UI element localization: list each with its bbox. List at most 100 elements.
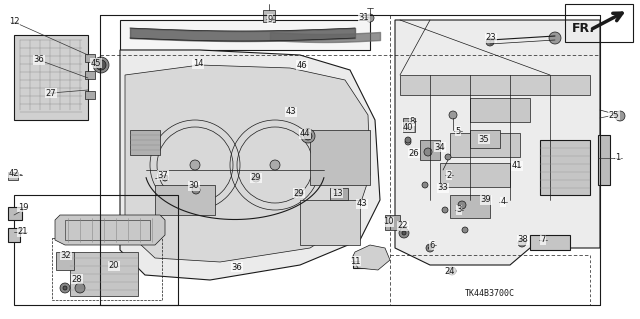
Text: 6: 6	[429, 241, 435, 249]
Text: 34: 34	[435, 143, 445, 152]
Text: 36: 36	[232, 263, 243, 271]
Text: 25: 25	[609, 110, 620, 120]
Circle shape	[96, 60, 106, 70]
Circle shape	[404, 122, 410, 128]
Text: 45: 45	[91, 58, 101, 68]
Circle shape	[252, 174, 260, 182]
Polygon shape	[470, 130, 500, 148]
Circle shape	[448, 267, 456, 275]
Polygon shape	[55, 215, 165, 245]
Polygon shape	[8, 228, 20, 242]
Polygon shape	[125, 65, 370, 262]
Polygon shape	[470, 98, 530, 122]
Polygon shape	[14, 35, 88, 120]
Polygon shape	[85, 91, 95, 99]
Text: 5: 5	[456, 127, 461, 136]
Text: 27: 27	[45, 88, 56, 98]
Text: 10: 10	[383, 218, 393, 226]
Text: 3: 3	[456, 205, 461, 214]
Polygon shape	[263, 10, 275, 22]
Polygon shape	[300, 200, 360, 245]
Text: 29: 29	[294, 189, 304, 197]
Text: 24: 24	[445, 266, 455, 276]
Circle shape	[449, 111, 457, 119]
Polygon shape	[403, 118, 415, 132]
Circle shape	[162, 175, 168, 181]
Circle shape	[445, 154, 451, 160]
Polygon shape	[450, 195, 490, 218]
Circle shape	[518, 239, 526, 247]
Polygon shape	[85, 54, 95, 62]
Text: 31: 31	[358, 12, 369, 21]
Circle shape	[366, 14, 374, 22]
Text: 35: 35	[479, 135, 490, 144]
Text: 26: 26	[409, 149, 419, 158]
Text: 32: 32	[61, 250, 71, 259]
Polygon shape	[352, 245, 390, 270]
Polygon shape	[56, 252, 74, 270]
Circle shape	[63, 286, 67, 290]
Circle shape	[192, 186, 200, 194]
Polygon shape	[440, 163, 510, 187]
Polygon shape	[598, 135, 610, 185]
Circle shape	[60, 283, 70, 293]
Text: 42: 42	[9, 168, 19, 177]
Polygon shape	[353, 255, 368, 268]
Text: TK44B3700C: TK44B3700C	[465, 288, 515, 298]
Text: 39: 39	[481, 196, 492, 204]
Polygon shape	[120, 50, 380, 280]
Polygon shape	[310, 130, 370, 185]
Polygon shape	[420, 140, 440, 160]
Polygon shape	[450, 133, 520, 157]
Text: 13: 13	[332, 189, 342, 197]
Circle shape	[426, 244, 434, 252]
Text: FR.: FR.	[572, 21, 595, 34]
Circle shape	[93, 57, 109, 73]
Circle shape	[442, 207, 448, 213]
Circle shape	[75, 283, 85, 293]
Text: 2: 2	[446, 170, 452, 180]
Circle shape	[405, 139, 411, 145]
Text: 23: 23	[486, 33, 496, 42]
Text: 37: 37	[157, 170, 168, 180]
Circle shape	[304, 132, 312, 140]
Text: 43: 43	[356, 199, 367, 209]
Text: 21: 21	[18, 227, 28, 236]
Polygon shape	[120, 20, 370, 50]
Circle shape	[402, 231, 406, 235]
Text: 12: 12	[9, 18, 19, 26]
Circle shape	[549, 32, 561, 44]
Polygon shape	[400, 75, 590, 95]
Text: 28: 28	[72, 275, 83, 284]
Circle shape	[270, 160, 280, 170]
Circle shape	[190, 160, 200, 170]
Text: 44: 44	[300, 130, 310, 138]
Circle shape	[424, 148, 432, 156]
Circle shape	[399, 228, 409, 238]
Text: 4: 4	[500, 197, 506, 206]
Polygon shape	[330, 188, 348, 200]
Polygon shape	[155, 185, 215, 215]
Text: 8: 8	[410, 116, 415, 125]
Circle shape	[405, 137, 411, 143]
Polygon shape	[70, 252, 138, 296]
Circle shape	[615, 111, 625, 121]
Polygon shape	[385, 215, 400, 230]
Polygon shape	[8, 172, 18, 180]
Circle shape	[422, 182, 428, 188]
Polygon shape	[530, 235, 570, 250]
Circle shape	[462, 227, 468, 233]
Text: 7: 7	[540, 235, 546, 244]
Text: 20: 20	[109, 262, 119, 271]
Circle shape	[486, 38, 494, 46]
Text: 38: 38	[518, 235, 529, 244]
Text: 43: 43	[285, 108, 296, 116]
Text: 33: 33	[438, 183, 449, 192]
Text: 40: 40	[403, 122, 413, 131]
Text: 29: 29	[251, 174, 261, 182]
Text: 30: 30	[189, 182, 199, 190]
Text: 1: 1	[616, 153, 621, 162]
Polygon shape	[395, 20, 600, 265]
Circle shape	[429, 247, 431, 249]
Polygon shape	[540, 140, 590, 195]
